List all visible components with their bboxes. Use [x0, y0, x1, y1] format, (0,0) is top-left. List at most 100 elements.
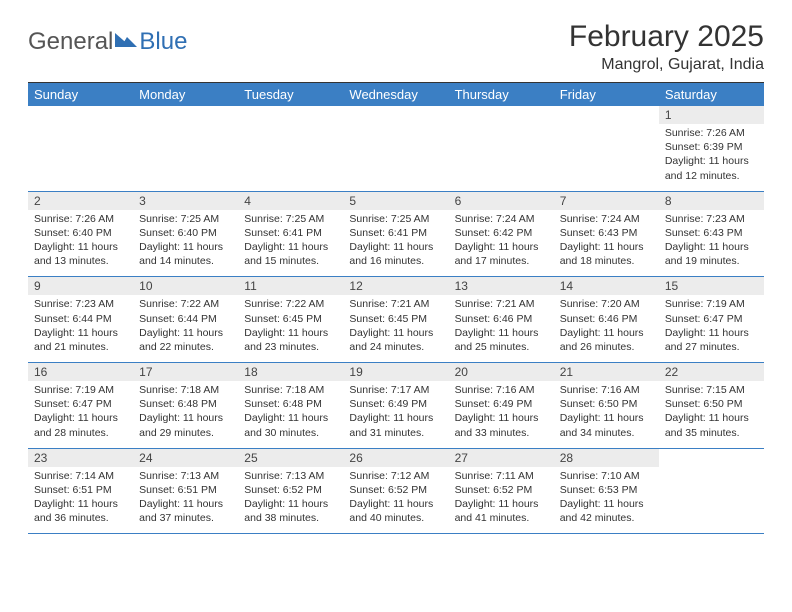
day-cell: 8Sunrise: 7:23 AMSunset: 6:43 PMDaylight…: [659, 191, 764, 277]
week-row: 2Sunrise: 7:26 AMSunset: 6:40 PMDaylight…: [28, 191, 764, 277]
sunrise-text: Sunrise: 7:24 AM: [455, 212, 548, 226]
sunset-text: Sunset: 6:52 PM: [349, 483, 442, 497]
sunrise-text: Sunrise: 7:18 AM: [244, 383, 337, 397]
daylight-text: and 42 minutes.: [560, 511, 653, 525]
sunrise-text: Sunrise: 7:25 AM: [349, 212, 442, 226]
daylight-text: Daylight: 11 hours: [139, 411, 232, 425]
day-cell: 22Sunrise: 7:15 AMSunset: 6:50 PMDayligh…: [659, 363, 764, 449]
day-cell: 15Sunrise: 7:19 AMSunset: 6:47 PMDayligh…: [659, 277, 764, 363]
day-number: 6: [449, 192, 554, 210]
sunset-text: Sunset: 6:47 PM: [34, 397, 127, 411]
day-info: Sunrise: 7:17 AMSunset: 6:49 PMDaylight:…: [343, 381, 448, 448]
daylight-text: Daylight: 11 hours: [34, 326, 127, 340]
daylight-text: and 37 minutes.: [139, 511, 232, 525]
day-number: 3: [133, 192, 238, 210]
week-row: 9Sunrise: 7:23 AMSunset: 6:44 PMDaylight…: [28, 277, 764, 363]
daylight-text: and 30 minutes.: [244, 426, 337, 440]
daylight-text: Daylight: 11 hours: [349, 411, 442, 425]
daylight-text: Daylight: 11 hours: [455, 240, 548, 254]
day-cell: 16Sunrise: 7:19 AMSunset: 6:47 PMDayligh…: [28, 363, 133, 449]
day-info: Sunrise: 7:23 AMSunset: 6:44 PMDaylight:…: [28, 295, 133, 362]
day-cell: .: [343, 106, 448, 191]
daylight-text: and 36 minutes.: [34, 511, 127, 525]
sunset-text: Sunset: 6:51 PM: [139, 483, 232, 497]
daylight-text: Daylight: 11 hours: [34, 240, 127, 254]
daylight-text: and 14 minutes.: [139, 254, 232, 268]
day-number: 18: [238, 363, 343, 381]
day-cell: 24Sunrise: 7:13 AMSunset: 6:51 PMDayligh…: [133, 448, 238, 534]
day-info: Sunrise: 7:26 AMSunset: 6:40 PMDaylight:…: [28, 210, 133, 277]
day-header: Sunday: [28, 83, 133, 107]
daylight-text: Daylight: 11 hours: [560, 326, 653, 340]
day-number: 22: [659, 363, 764, 381]
sunrise-text: Sunrise: 7:26 AM: [665, 126, 758, 140]
day-number: 23: [28, 449, 133, 467]
daylight-text: Daylight: 11 hours: [349, 240, 442, 254]
sunset-text: Sunset: 6:41 PM: [349, 226, 442, 240]
daylight-text: and 12 minutes.: [665, 169, 758, 183]
day-cell: 17Sunrise: 7:18 AMSunset: 6:48 PMDayligh…: [133, 363, 238, 449]
sunset-text: Sunset: 6:40 PM: [139, 226, 232, 240]
day-info: Sunrise: 7:18 AMSunset: 6:48 PMDaylight:…: [133, 381, 238, 448]
sunrise-text: Sunrise: 7:21 AM: [455, 297, 548, 311]
day-info: Sunrise: 7:13 AMSunset: 6:51 PMDaylight:…: [133, 467, 238, 534]
daylight-text: and 35 minutes.: [665, 426, 758, 440]
day-info: Sunrise: 7:25 AMSunset: 6:40 PMDaylight:…: [133, 210, 238, 277]
daylight-text: and 26 minutes.: [560, 340, 653, 354]
daylight-text: and 18 minutes.: [560, 254, 653, 268]
day-cell: 13Sunrise: 7:21 AMSunset: 6:46 PMDayligh…: [449, 277, 554, 363]
calendar-table: Sunday Monday Tuesday Wednesday Thursday…: [28, 82, 764, 534]
daylight-text: Daylight: 11 hours: [560, 411, 653, 425]
daylight-text: and 16 minutes.: [349, 254, 442, 268]
day-cell: 14Sunrise: 7:20 AMSunset: 6:46 PMDayligh…: [554, 277, 659, 363]
daylight-text: Daylight: 11 hours: [34, 411, 127, 425]
sunset-text: Sunset: 6:46 PM: [560, 312, 653, 326]
day-header-row: Sunday Monday Tuesday Wednesday Thursday…: [28, 83, 764, 107]
sunset-text: Sunset: 6:45 PM: [349, 312, 442, 326]
sunrise-text: Sunrise: 7:22 AM: [244, 297, 337, 311]
sunset-text: Sunset: 6:40 PM: [34, 226, 127, 240]
day-cell: 19Sunrise: 7:17 AMSunset: 6:49 PMDayligh…: [343, 363, 448, 449]
day-cell: 26Sunrise: 7:12 AMSunset: 6:52 PMDayligh…: [343, 448, 448, 534]
sunrise-text: Sunrise: 7:12 AM: [349, 469, 442, 483]
daylight-text: and 41 minutes.: [455, 511, 548, 525]
day-number: 9: [28, 277, 133, 295]
day-cell: .: [449, 106, 554, 191]
day-info: Sunrise: 7:11 AMSunset: 6:52 PMDaylight:…: [449, 467, 554, 534]
day-header: Monday: [133, 83, 238, 107]
day-info: Sunrise: 7:22 AMSunset: 6:45 PMDaylight:…: [238, 295, 343, 362]
daylight-text: and 25 minutes.: [455, 340, 548, 354]
brand-triangle-icon: [115, 26, 137, 54]
daylight-text: Daylight: 11 hours: [139, 240, 232, 254]
day-number: 5: [343, 192, 448, 210]
daylight-text: and 17 minutes.: [455, 254, 548, 268]
day-info: Sunrise: 7:16 AMSunset: 6:50 PMDaylight:…: [554, 381, 659, 448]
daylight-text: Daylight: 11 hours: [244, 411, 337, 425]
sunset-text: Sunset: 6:50 PM: [665, 397, 758, 411]
day-number: 25: [238, 449, 343, 467]
day-cell: 6Sunrise: 7:24 AMSunset: 6:42 PMDaylight…: [449, 191, 554, 277]
daylight-text: and 13 minutes.: [34, 254, 127, 268]
daylight-text: Daylight: 11 hours: [455, 497, 548, 511]
sunrise-text: Sunrise: 7:16 AM: [455, 383, 548, 397]
day-info: Sunrise: 7:24 AMSunset: 6:42 PMDaylight:…: [449, 210, 554, 277]
sunrise-text: Sunrise: 7:13 AM: [244, 469, 337, 483]
day-info: Sunrise: 7:25 AMSunset: 6:41 PMDaylight:…: [343, 210, 448, 277]
sunset-text: Sunset: 6:43 PM: [665, 226, 758, 240]
brand-word2: Blue: [139, 28, 187, 56]
daylight-text: Daylight: 11 hours: [560, 497, 653, 511]
sunrise-text: Sunrise: 7:13 AM: [139, 469, 232, 483]
sunrise-text: Sunrise: 7:20 AM: [560, 297, 653, 311]
sunset-text: Sunset: 6:39 PM: [665, 140, 758, 154]
day-cell: .: [238, 106, 343, 191]
day-cell: .: [554, 106, 659, 191]
day-number: 16: [28, 363, 133, 381]
day-info: Sunrise: 7:14 AMSunset: 6:51 PMDaylight:…: [28, 467, 133, 534]
day-number: 8: [659, 192, 764, 210]
daylight-text: and 33 minutes.: [455, 426, 548, 440]
sunset-text: Sunset: 6:49 PM: [455, 397, 548, 411]
location-text: Mangrol, Gujarat, India: [569, 56, 764, 74]
day-info: Sunrise: 7:22 AMSunset: 6:44 PMDaylight:…: [133, 295, 238, 362]
day-info: Sunrise: 7:12 AMSunset: 6:52 PMDaylight:…: [343, 467, 448, 534]
daylight-text: and 40 minutes.: [349, 511, 442, 525]
